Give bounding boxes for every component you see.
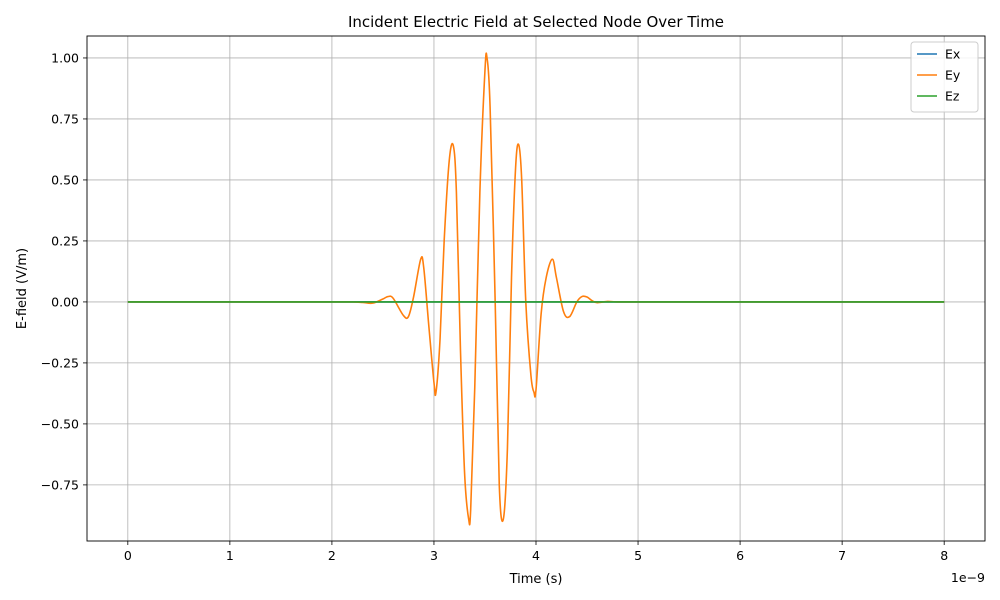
- y-tick-label: −0.75: [41, 477, 79, 492]
- x-tick-label: 1: [226, 548, 234, 563]
- y-tick-label: 1.00: [51, 50, 79, 65]
- y-axis-label: E-field (V/m): [15, 248, 30, 329]
- legend-box: [910, 41, 979, 113]
- y-tick-label: 0.00: [51, 294, 79, 309]
- x-tick-label: 7: [838, 548, 846, 563]
- x-tick-label: 5: [634, 548, 642, 563]
- x-tick-label: 8: [940, 548, 948, 563]
- x-tick-label: 0: [124, 548, 132, 563]
- x-axis-label: Time (s): [509, 572, 563, 587]
- legend: Ex Ey Ez: [910, 41, 979, 113]
- y-tick-label: −0.25: [41, 355, 79, 370]
- legend-label-ey: Ey: [945, 68, 961, 83]
- x-tick-label: 2: [328, 548, 336, 563]
- y-tick-label: 0.50: [51, 172, 79, 187]
- chart-title: Incident Electric Field at Selected Node…: [348, 13, 724, 31]
- grid: [87, 36, 985, 541]
- legend-label-ez: Ez: [945, 89, 960, 104]
- legend-label-ex: Ex: [945, 47, 960, 62]
- y-tick-label: 0.75: [51, 111, 79, 126]
- y-tick-label: −0.50: [41, 416, 79, 431]
- series-lines: [127, 52, 945, 526]
- y-tick-label: 0.25: [51, 233, 79, 248]
- x-tick-label: 6: [736, 548, 744, 563]
- x-tick-label: 3: [430, 548, 438, 563]
- x-tick-label: 4: [532, 548, 540, 563]
- x-axis-offset-label: 1e−9: [951, 570, 985, 585]
- ticks: 0 1 2 3 4 5 6 7 8 −0.75 −0.50 −0.25 0.00 0.25 0.50 0.75…: [41, 50, 949, 563]
